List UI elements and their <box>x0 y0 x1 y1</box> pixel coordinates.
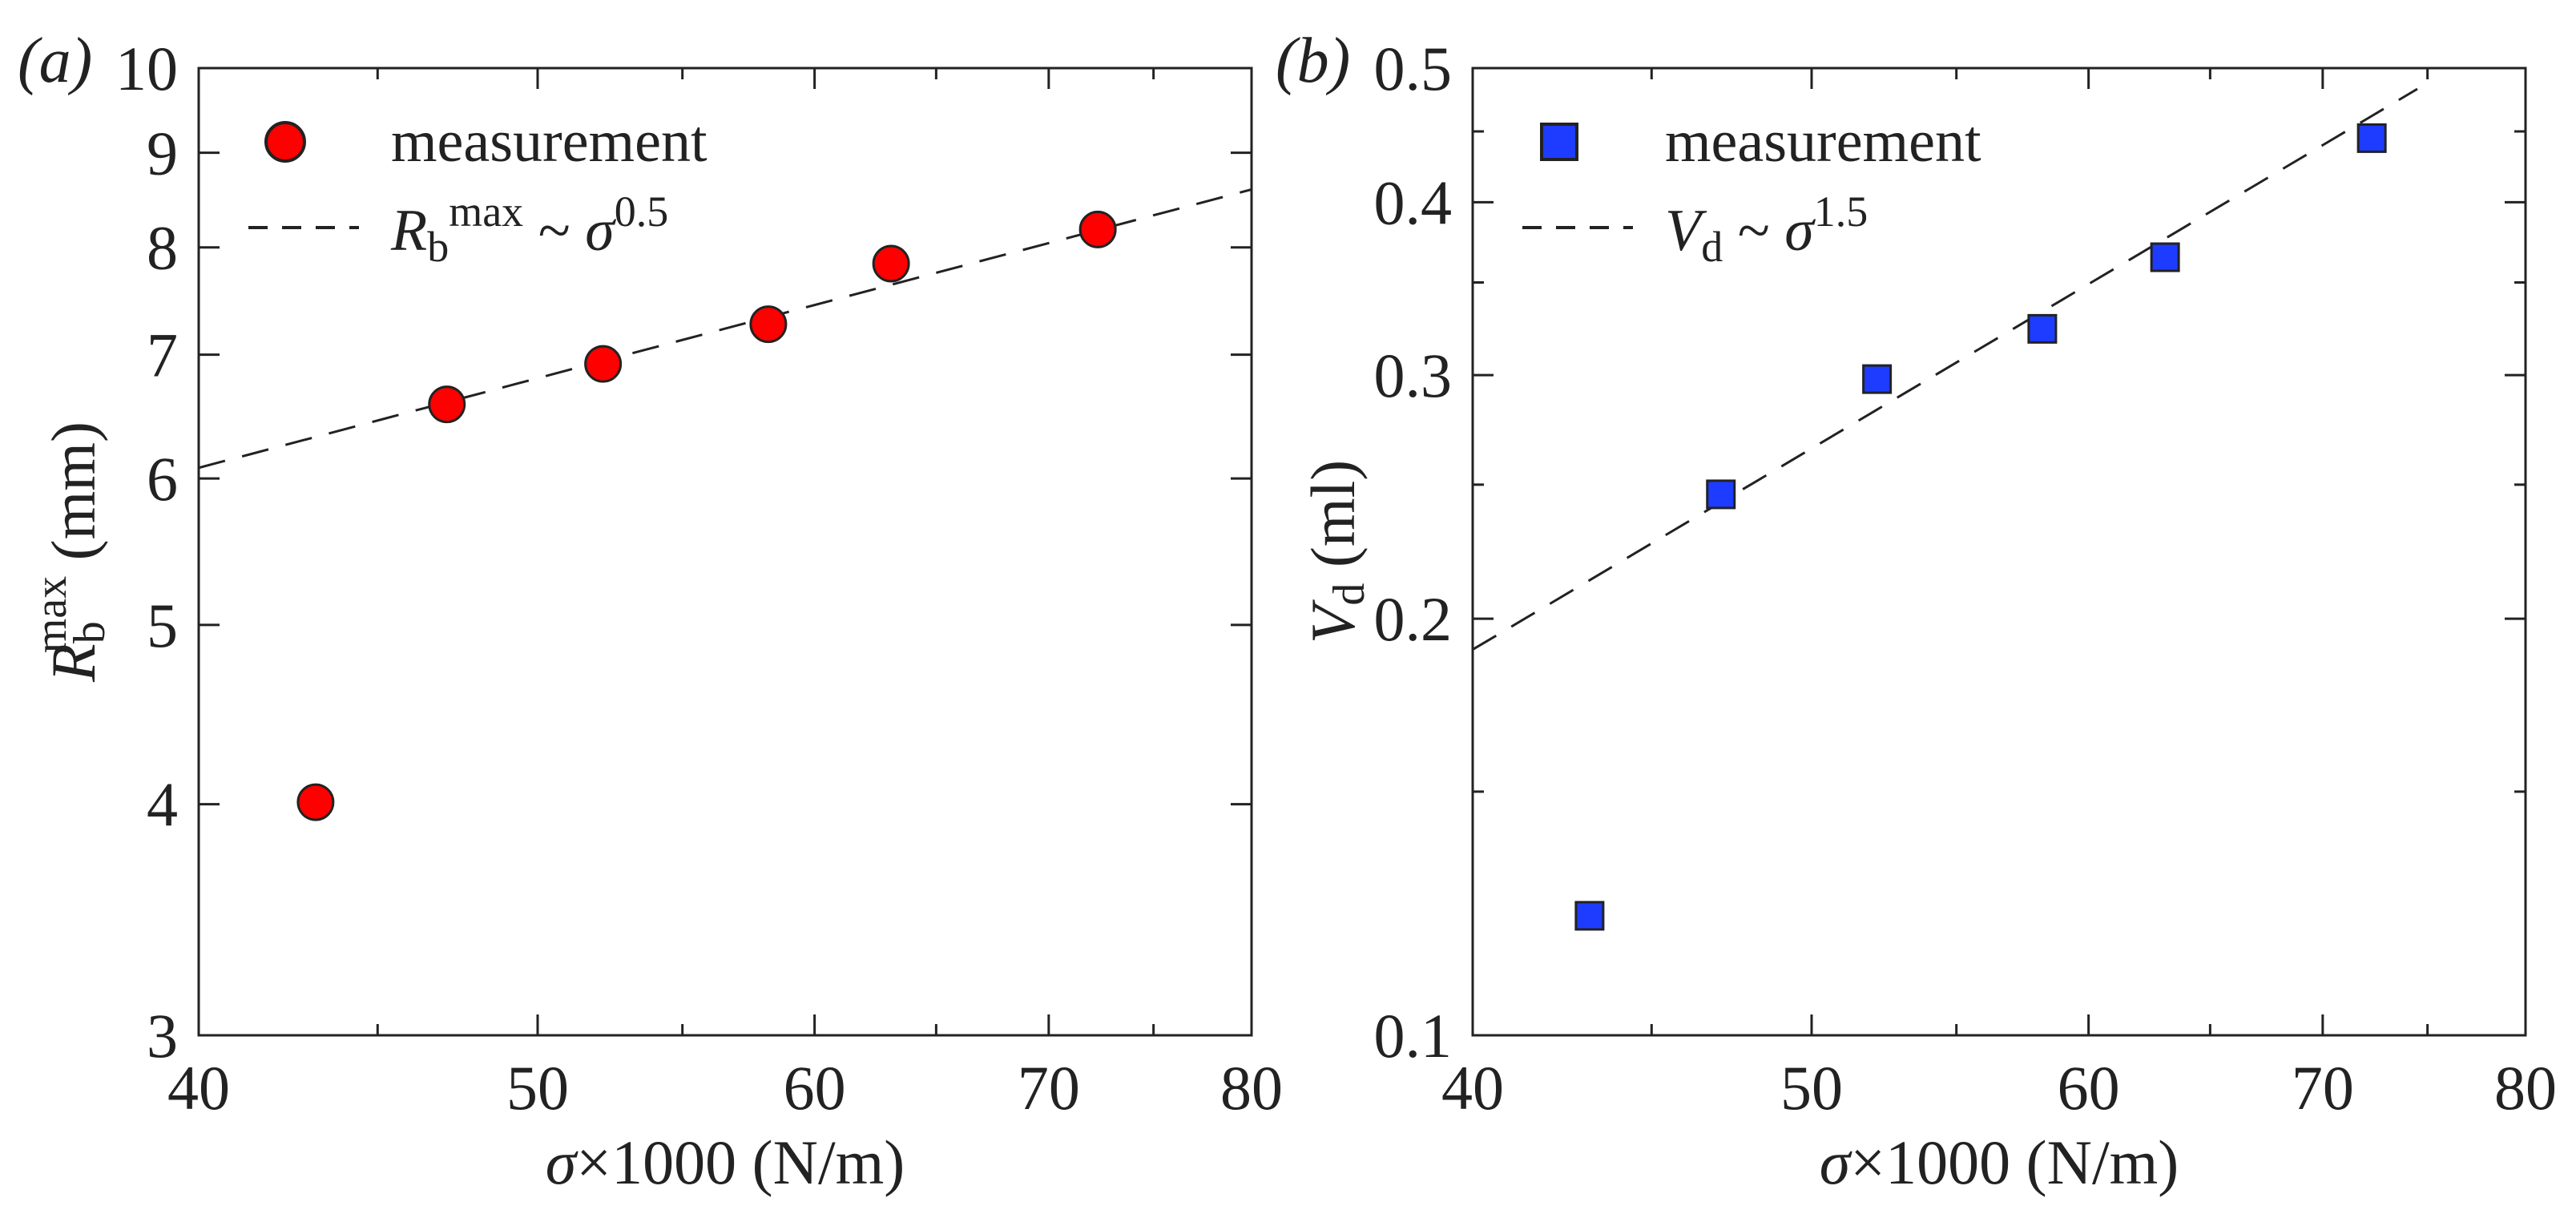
x-axis-label: σ×1000 (N/m) <box>1820 1127 2179 1197</box>
legend-marker <box>264 121 306 163</box>
fit-line <box>198 188 1252 470</box>
y-tick-label: 0.3 <box>1374 341 1453 410</box>
data-point <box>1706 479 1736 510</box>
legend-label-fit: Vd ~ σ1.5 <box>1665 188 1868 270</box>
data-point <box>749 305 788 344</box>
panel-label: (b) <box>1276 26 1350 96</box>
legend-marker <box>1540 123 1578 161</box>
panel-label: (a) <box>18 26 92 96</box>
data-point <box>1078 210 1117 248</box>
x-axis-label: σ×1000 (N/m) <box>546 1127 905 1197</box>
data-point <box>428 385 466 424</box>
fit-line <box>1472 87 2418 651</box>
y-axis-label: Rbmax (mm) <box>26 421 115 683</box>
y-tick-label: 0.2 <box>1374 584 1453 654</box>
legend: measurement Vd ~ σ1.5 <box>1522 109 1981 271</box>
y-tick-label: 0.5 <box>1374 34 1453 103</box>
data-point <box>1574 901 1605 931</box>
data-point <box>2356 123 2387 153</box>
legend: measurement Rbmax ~ σ0.5 <box>248 109 707 271</box>
x-tick-label: 80 <box>2494 1053 2557 1123</box>
data-point <box>2150 242 2180 272</box>
x-tick-label: 60 <box>784 1053 846 1123</box>
y-tick-label: 9 <box>147 119 178 188</box>
data-point <box>872 244 910 283</box>
chart-panel-a: 40 50 60 70 80 3 4 5 6 7 8 9 10 σ×1000 (N/m) Rbmax (mm… <box>18 26 1283 1197</box>
y-tick-label: 6 <box>147 444 178 514</box>
y-tick-label: 10 <box>115 34 178 103</box>
x-tick-label: 80 <box>1220 1053 1283 1123</box>
x-tick-label: 60 <box>2058 1053 2120 1123</box>
plot-frame <box>197 67 1253 1037</box>
y-tick-label: 7 <box>147 321 178 390</box>
chart-panel-b: 40 50 60 70 80 0.1 0.2 0.3 0.4 0.5 σ×1000 (N/m) Vd … <box>1276 26 2557 1197</box>
legend-label-measurement: measurement <box>1665 109 1981 175</box>
y-tick-label: 3 <box>147 1001 178 1071</box>
x-tick-label: 50 <box>506 1053 569 1123</box>
y-axis-label: Vd (ml) <box>1298 460 1374 643</box>
y-tick-label: 8 <box>147 213 178 283</box>
x-tick-label: 40 <box>1441 1053 1504 1123</box>
plot-frame <box>1471 67 2527 1037</box>
x-tick-label: 70 <box>2292 1053 2354 1123</box>
data-point <box>296 783 335 821</box>
data-point <box>584 345 623 383</box>
x-tick-label: 70 <box>1018 1053 1080 1123</box>
y-tick-label: 4 <box>147 770 178 840</box>
data-point <box>1862 364 1893 394</box>
x-tick-label: 50 <box>1780 1053 1843 1123</box>
x-tick-label: 40 <box>167 1053 230 1123</box>
y-tick-label: 0.4 <box>1374 167 1453 237</box>
data-point <box>2027 313 2058 344</box>
legend-label-fit: Rbmax ~ σ0.5 <box>390 188 668 270</box>
y-tick-label: 5 <box>147 591 178 660</box>
legend-label-measurement: measurement <box>391 109 707 175</box>
y-tick-label: 0.1 <box>1374 1001 1453 1071</box>
